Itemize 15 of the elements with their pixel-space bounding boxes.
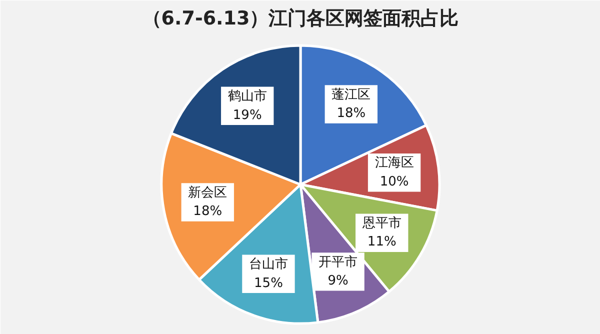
data-label: 11%	[367, 234, 396, 250]
slice-label: 鹤山市	[228, 89, 267, 104]
chart-title: （6.7-6.13）江门各区网签面积占比	[142, 8, 459, 30]
slice-label: 开平市	[318, 254, 358, 270]
slice-label: 恩平市	[361, 216, 402, 231]
data-label: 19%	[232, 108, 262, 123]
slice-label: 江海区	[374, 156, 414, 171]
data-label: 10%	[380, 174, 409, 190]
data-label: 18%	[193, 204, 222, 220]
slice-label: 蓬江区	[332, 87, 371, 102]
slice-label: 新会区	[188, 185, 228, 200]
data-label: 18%	[336, 106, 366, 122]
data-label: 15%	[254, 276, 283, 291]
slice-label: 台山市	[248, 257, 288, 272]
data-label: 9%	[328, 274, 348, 289]
